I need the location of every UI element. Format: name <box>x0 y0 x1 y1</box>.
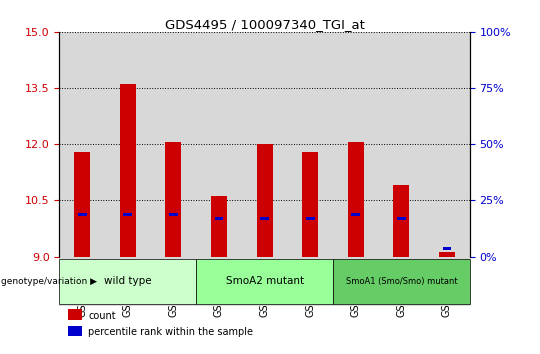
Bar <box>379 32 424 257</box>
Bar <box>124 213 132 216</box>
Bar <box>397 217 406 220</box>
Bar <box>105 32 151 257</box>
Bar <box>333 257 379 306</box>
Bar <box>443 247 451 250</box>
Bar <box>59 32 105 257</box>
Bar <box>306 217 315 220</box>
Bar <box>352 213 360 216</box>
Bar <box>59 259 196 304</box>
Bar <box>214 217 224 220</box>
Text: percentile rank within the sample: percentile rank within the sample <box>88 327 253 337</box>
Bar <box>196 259 333 304</box>
Bar <box>78 213 86 216</box>
Bar <box>424 32 470 257</box>
Bar <box>120 84 136 257</box>
Bar <box>196 257 242 306</box>
Text: SmoA1 (Smo/Smo) mutant: SmoA1 (Smo/Smo) mutant <box>346 277 457 286</box>
Bar <box>333 259 470 304</box>
Bar <box>59 257 105 306</box>
Text: genotype/variation ▶: genotype/variation ▶ <box>1 277 97 286</box>
Text: SmoA2 mutant: SmoA2 mutant <box>226 276 303 286</box>
Text: wild type: wild type <box>104 276 152 286</box>
Bar <box>211 196 227 257</box>
Bar <box>151 32 196 257</box>
Title: GDS4495 / 100097340_TGI_at: GDS4495 / 100097340_TGI_at <box>165 18 364 31</box>
Bar <box>287 32 333 257</box>
Bar <box>302 152 318 257</box>
Bar <box>151 257 196 306</box>
Bar <box>105 257 151 306</box>
Bar <box>68 326 82 336</box>
Bar <box>333 32 379 257</box>
Bar <box>165 142 181 257</box>
Bar <box>348 142 364 257</box>
Bar <box>287 257 333 306</box>
Bar <box>256 144 273 257</box>
Bar <box>196 32 242 257</box>
Bar <box>74 152 90 257</box>
Bar <box>260 217 269 220</box>
Bar <box>242 32 287 257</box>
Bar <box>68 309 82 320</box>
Bar <box>169 213 178 216</box>
Bar <box>439 252 455 257</box>
Bar <box>379 257 424 306</box>
Text: count: count <box>88 310 116 321</box>
Bar <box>424 257 470 306</box>
Bar <box>394 185 409 257</box>
Bar <box>242 257 287 306</box>
